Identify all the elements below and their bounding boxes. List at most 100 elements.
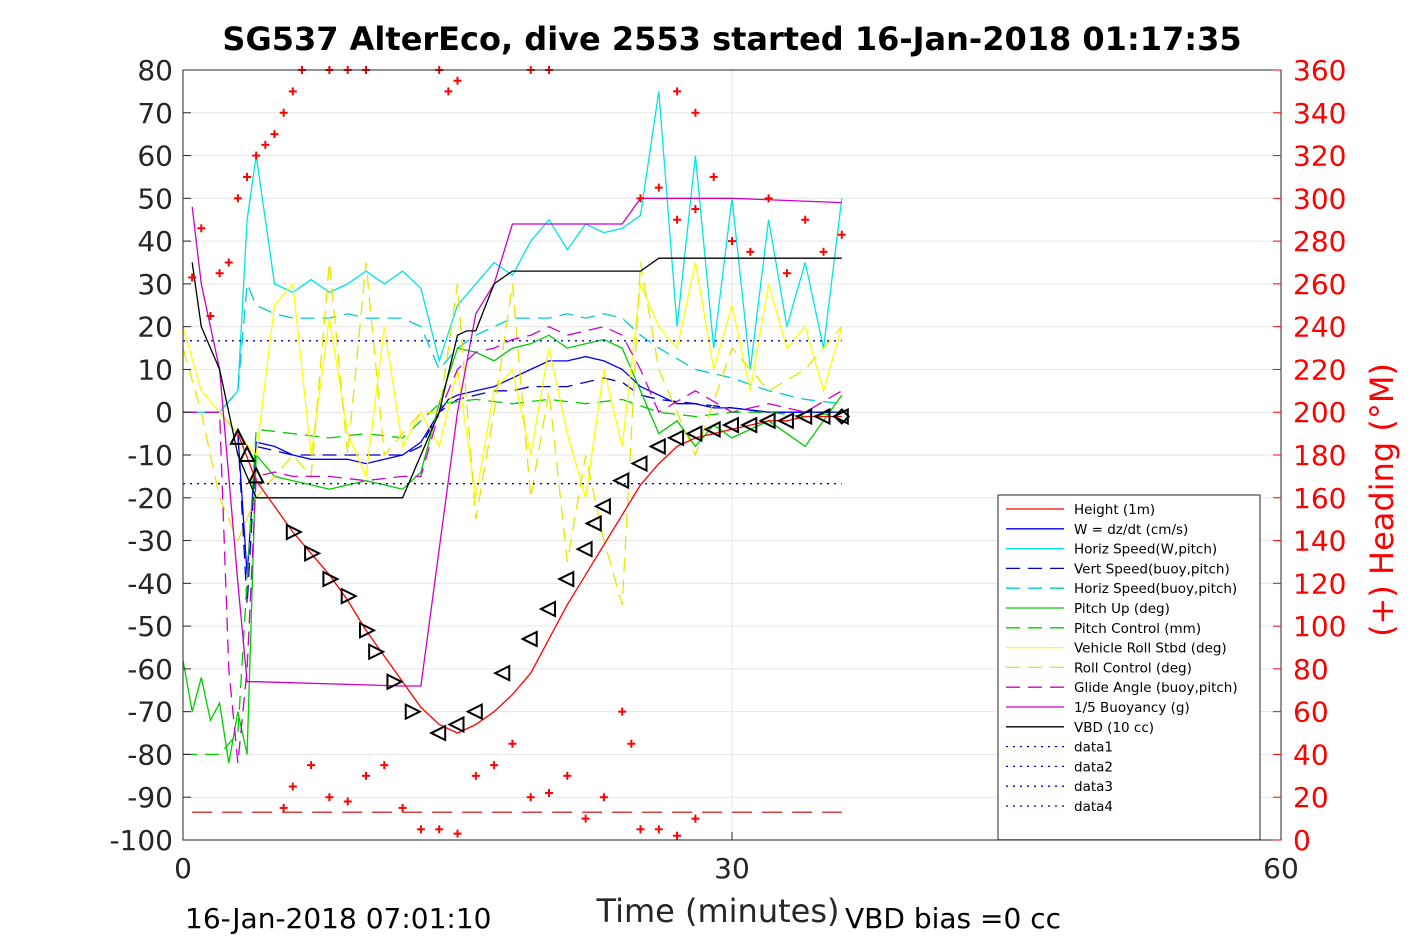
y-right-tick-label: 40	[1293, 738, 1329, 771]
y-tick-label: -20	[127, 482, 173, 515]
series-roll_ctrl-line	[182, 262, 843, 605]
heading-marker	[453, 76, 462, 85]
y-right-tick-label: 120	[1293, 567, 1346, 600]
depth-triangle-marker	[557, 570, 575, 588]
heading-marker	[435, 825, 444, 834]
legend: Height (1m) W = dz/dt (cm/s) Horiz Speed(W…	[997, 494, 1261, 841]
depth-triangle-marker	[404, 703, 422, 721]
heading-marker	[343, 797, 352, 806]
heading-marker	[691, 814, 700, 823]
heading-marker	[252, 151, 261, 160]
series-glide-line	[183, 325, 843, 764]
depth-triangle-marker	[685, 424, 703, 443]
x-axis: 0 30 60	[174, 832, 1299, 885]
heading-marker	[224, 258, 233, 267]
y-right-tick-label: 140	[1293, 525, 1346, 558]
heading-marker	[398, 803, 407, 812]
heading-marker	[673, 831, 682, 840]
series-w-line	[183, 355, 842, 575]
depth-triangle-marker	[575, 540, 593, 558]
series-pitch_ctrl-line	[183, 398, 842, 756]
depth-triangle-marker	[368, 643, 386, 661]
legend-label: Pitch Up (deg)	[1074, 601, 1170, 617]
heading-marker	[728, 237, 736, 246]
depth-triangle-marker	[247, 466, 265, 484]
legend-label: Vehicle Roll Stbd (deg)	[1074, 641, 1227, 657]
heading-marker	[673, 87, 682, 96]
heading-marker	[444, 87, 453, 96]
depth-triangle-marker	[776, 412, 794, 430]
depth-triangle-marker	[593, 497, 611, 515]
heading-marker	[215, 269, 224, 278]
heading-marker	[243, 172, 252, 181]
heading-marker	[545, 788, 553, 797]
heading-marker	[288, 782, 297, 791]
legend-label: data1	[1074, 740, 1113, 756]
y-right-tick-label: 60	[1293, 696, 1329, 729]
heading-marker	[599, 793, 608, 802]
depth-triangle-marker	[229, 427, 247, 445]
legend-label: Horiz Speed(buoy,pitch)	[1074, 581, 1237, 597]
legend-label: Height (1m)	[1074, 502, 1155, 518]
heading-marker	[526, 793, 535, 802]
left-y-axis: 80 70 60 50 40 30 20 10 0 -10 -20 -30 -40 -50 -60 -70 -8…	[109, 54, 191, 857]
heading-marker	[819, 247, 828, 256]
y-right-tick-label: 100	[1293, 610, 1346, 643]
y-right-tick-label: 200	[1293, 396, 1346, 429]
depth-triangle-marker	[740, 416, 758, 434]
depth-triangle-marker	[238, 444, 256, 462]
heading-marker	[270, 130, 279, 139]
heading-marker	[288, 87, 297, 96]
legend-label: VBD (10 cc)	[1074, 720, 1154, 736]
footer-date: 16-Jan-2018 07:01:10	[185, 902, 491, 935]
depth-triangle-marker	[447, 715, 465, 734]
heading-marker	[471, 771, 480, 780]
heading-marker	[691, 205, 700, 214]
series-height-line	[237, 415, 842, 734]
heading-marker	[764, 194, 773, 203]
heading-marker	[508, 739, 517, 748]
depth-triangle-marker	[666, 429, 685, 447]
y-right-tick-label: 180	[1293, 439, 1346, 472]
legend-label: Pitch Control (mm)	[1074, 621, 1201, 637]
right-y-axis: 3603403203002802602402202001801601401201…	[1273, 54, 1346, 857]
heading-marker	[188, 273, 197, 282]
legend-label: W = dz/dt (cm/s)	[1074, 522, 1188, 538]
legend-label: Roll Control (deg)	[1074, 660, 1192, 676]
depth-triangle-marker	[465, 703, 483, 721]
y-tick-label: 30	[137, 268, 173, 301]
heading-marker	[746, 247, 755, 256]
heading-marker	[673, 215, 682, 224]
heading-marker	[627, 739, 636, 748]
legend-label: data2	[1074, 759, 1113, 775]
y-right-tick-label: 160	[1293, 482, 1346, 515]
legend-label: 1/5 Buoyancy (g)	[1074, 700, 1190, 716]
chart-title: SG537 AlterEco, dive 2553 started 16-Jan…	[222, 20, 1241, 58]
heading-marker	[490, 761, 499, 770]
y-tick-label: -80	[127, 738, 173, 771]
heading-marker	[233, 194, 242, 203]
heading-marker	[261, 140, 270, 149]
y-tick-label: 0	[155, 396, 173, 429]
heading-marker	[279, 108, 288, 117]
y-tick-label: 80	[137, 54, 173, 87]
depth-triangle-marker	[584, 514, 602, 533]
heading-marker	[416, 825, 425, 834]
legend-label: Glide Angle (buoy,pitch)	[1074, 680, 1238, 696]
heading-marker	[636, 194, 645, 203]
heading-marker	[654, 825, 663, 834]
heading-marker	[307, 761, 316, 770]
heading-marker	[581, 814, 590, 823]
y-right-tick-label: 80	[1293, 653, 1329, 686]
series-roll-line	[182, 262, 843, 498]
heading-marker	[782, 269, 791, 278]
depth-end-diamond	[833, 408, 851, 425]
depth-triangle-marker	[794, 407, 813, 426]
depth-triangle-marker	[359, 621, 377, 640]
heading-marker	[362, 771, 370, 780]
y-tick-label: 40	[137, 225, 173, 258]
heading-marker	[453, 829, 462, 838]
y-right-tick-label: 320	[1293, 140, 1346, 173]
